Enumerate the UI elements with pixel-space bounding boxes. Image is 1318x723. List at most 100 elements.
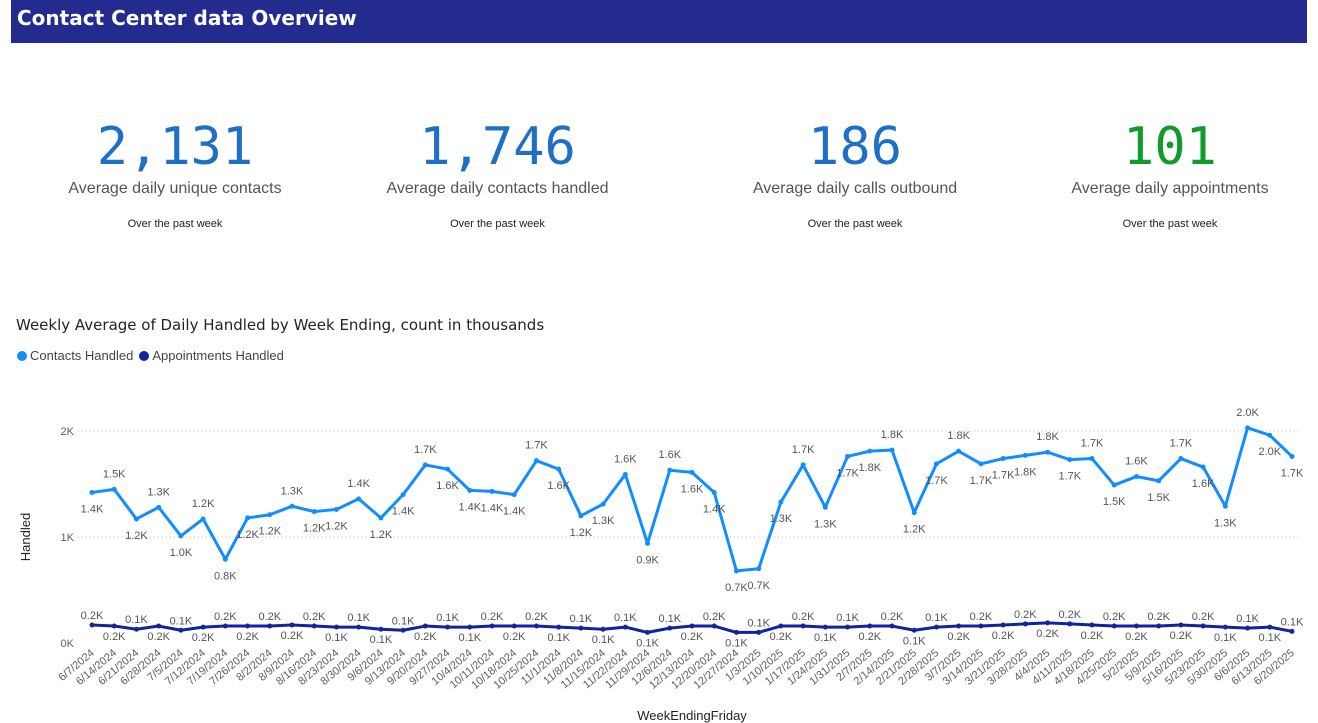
data-label: 0.2K — [147, 631, 170, 643]
legend-item-appointments[interactable]: Appointments Handled — [139, 348, 284, 363]
data-label: 0.1K — [592, 634, 615, 646]
kpi-subtitle: Over the past week — [1122, 218, 1218, 230]
data-point — [267, 623, 273, 629]
data-label: 0.2K — [414, 631, 437, 643]
data-point — [133, 516, 139, 522]
data-label: 1.2K — [303, 523, 326, 535]
data-label: 1.3K — [814, 518, 837, 530]
data-point — [245, 515, 251, 521]
data-label: 0.2K — [281, 630, 304, 642]
data-point — [222, 556, 228, 562]
kpi-contacts-handled: 1,746 Average daily contacts handled Ove… — [375, 112, 620, 230]
data-point — [933, 461, 939, 467]
data-point — [1022, 452, 1028, 458]
data-label: 1.8K — [858, 462, 881, 474]
data-label: 1.7K — [992, 470, 1015, 482]
data-label: 1.3K — [592, 515, 615, 527]
data-label: 1.8K — [881, 429, 904, 441]
data-point — [978, 623, 984, 629]
data-label: 1.7K — [525, 440, 548, 452]
data-point — [1133, 623, 1139, 629]
data-point — [311, 509, 317, 515]
kpi-value: 101 — [1123, 117, 1217, 177]
data-label: 0.8K — [214, 570, 237, 582]
kpi-label: Average daily unique contacts — [68, 180, 282, 197]
data-label: 1.3K — [147, 486, 170, 498]
data-label: 0.1K — [925, 612, 948, 624]
header-banner: Contact Center data Overview — [11, 0, 1307, 43]
data-label: 0.1K — [636, 637, 659, 649]
data-label: 2.0K — [1258, 446, 1281, 458]
data-point — [1289, 628, 1295, 634]
data-point — [533, 458, 539, 464]
data-point — [311, 623, 317, 629]
data-label: 0.2K — [303, 611, 326, 623]
data-point — [1045, 620, 1051, 626]
data-point — [156, 623, 162, 629]
data-label: 1.6K — [547, 480, 570, 492]
data-point — [556, 466, 562, 472]
data-point — [378, 515, 384, 521]
line-chart: 0K1K2KHandled6/7/20246/14/20246/21/20246… — [18, 407, 1304, 723]
data-label: 1.7K — [414, 444, 437, 456]
data-label: 0.9K — [636, 554, 659, 566]
legend-item-contacts[interactable]: Contacts Handled — [17, 348, 133, 363]
data-point — [600, 501, 606, 507]
data-label: 1.6K — [436, 480, 459, 492]
legend-swatch-appointments — [139, 350, 150, 361]
data-point — [667, 467, 673, 473]
data-label: 0.1K — [436, 612, 459, 624]
data-point — [511, 492, 517, 498]
data-label: 0.2K — [1103, 611, 1126, 623]
y-tick-label: 1K — [61, 532, 75, 544]
data-point — [578, 513, 584, 519]
data-label: 0.2K — [792, 611, 815, 623]
data-point — [400, 627, 406, 633]
data-point — [845, 453, 851, 459]
data-label: 0.2K — [481, 611, 504, 623]
data-point — [289, 622, 295, 628]
data-point — [1111, 623, 1117, 629]
data-label: 1.2K — [236, 529, 259, 541]
data-point — [1067, 621, 1073, 627]
y-tick-label: 0K — [61, 638, 75, 650]
data-point — [1267, 624, 1273, 630]
data-point — [600, 626, 606, 632]
data-label: 0.1K — [903, 635, 926, 647]
data-label: 0.1K — [370, 634, 393, 646]
data-point — [578, 625, 584, 631]
data-label: 1.5K — [103, 468, 126, 480]
data-point — [333, 506, 339, 512]
data-point — [956, 623, 962, 629]
data-point — [356, 624, 362, 630]
data-point — [911, 627, 917, 633]
data-label: 1.6K — [681, 483, 704, 495]
data-point — [667, 625, 673, 631]
data-point — [867, 448, 873, 454]
data-point — [645, 540, 651, 546]
data-label: 0.2K — [992, 630, 1015, 642]
kpi-value: 2,131 — [96, 117, 254, 177]
data-label: 0.1K — [458, 632, 481, 644]
kpi-appointments: 101 Average daily appointments Over the … — [1050, 112, 1290, 230]
data-label: 1.3K — [281, 485, 304, 497]
data-point — [1222, 624, 1228, 630]
data-label: 0.1K — [1281, 616, 1304, 628]
page-title: Contact Center data Overview — [17, 6, 357, 30]
data-point — [645, 629, 651, 635]
data-point — [756, 629, 762, 635]
data-label: 0.2K — [1081, 630, 1104, 642]
data-point — [956, 448, 962, 454]
data-label: 0.1K — [1214, 632, 1237, 644]
data-point — [533, 623, 539, 629]
data-label: 1.5K — [1147, 492, 1170, 504]
data-label: 0.2K — [1147, 611, 1170, 623]
data-label: 0.1K — [836, 612, 859, 624]
data-point — [178, 627, 184, 633]
data-label: 1.7K — [792, 444, 815, 456]
data-label: 0.2K — [81, 610, 104, 622]
data-label: 1.2K — [570, 527, 593, 539]
kpi-subtitle: Over the past week — [127, 218, 223, 230]
data-point — [1200, 464, 1206, 470]
data-point — [845, 624, 851, 630]
